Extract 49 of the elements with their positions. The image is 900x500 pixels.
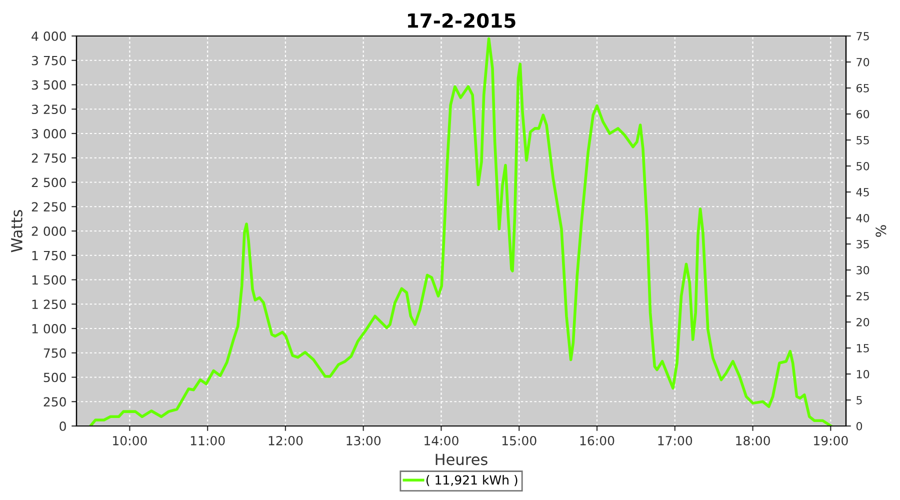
- x-tick-label: 17:00: [658, 436, 692, 446]
- y-tick-label: 2 500: [32, 178, 66, 188]
- y-tick-label: 1 500: [32, 275, 66, 285]
- x-tick-label: 11:00: [190, 436, 225, 446]
- x-tick-label: 19:00: [814, 436, 848, 446]
- y2-tick-label: 10: [856, 370, 870, 378]
- y-axis-title: Watts: [11, 210, 22, 252]
- y2-tick-label: 60: [856, 110, 870, 118]
- y-tick-label: 500: [44, 372, 66, 382]
- y-tick-label: 0: [60, 421, 66, 431]
- x-tick-label: 12:00: [268, 436, 303, 446]
- y-tick-label: 1 250: [32, 300, 66, 310]
- x-tick-label: 10:00: [113, 436, 147, 446]
- x-tick-label: 18:00: [736, 436, 770, 446]
- y-tick-label: 2 750: [32, 153, 66, 163]
- y2-tick-label: 75: [856, 32, 869, 40]
- y2-tick-label: 20: [856, 318, 870, 326]
- y2-tick-label: 40: [856, 214, 870, 222]
- y-tick-label: 3 250: [32, 104, 66, 114]
- y-tick-label: 3 500: [32, 80, 66, 90]
- y2-tick-label: 65: [856, 84, 869, 92]
- y2-tick-label: 25: [856, 292, 869, 300]
- x-tick-label: 15:00: [502, 436, 536, 446]
- y-tick-label: 750: [44, 348, 66, 358]
- y-tick-label: 1 000: [32, 324, 66, 334]
- chart-title: 17-2-2015: [408, 13, 516, 28]
- y-tick-label: 3 750: [32, 56, 66, 66]
- y-tick-label: 2 000: [32, 226, 66, 236]
- y-tick-label: 3 000: [32, 128, 66, 138]
- y-tick-label: 250: [44, 397, 66, 407]
- y-tick-label: 1 750: [32, 250, 66, 260]
- line-series: [89, 37, 832, 426]
- y2-tick-label: 5: [856, 396, 862, 404]
- x-tick-label: 13:00: [346, 436, 381, 446]
- y2-tick-label: 15: [856, 344, 869, 352]
- y2-tick-label: 0: [856, 422, 862, 430]
- y2-tick-label: 35: [856, 240, 869, 248]
- y-tick-label: 4 000: [32, 31, 66, 41]
- y2-tick-label: 70: [856, 58, 870, 66]
- y2-tick-label: 45: [856, 188, 869, 196]
- y2-tick-label: 30: [856, 266, 870, 274]
- x-tick-label: 14:00: [424, 436, 458, 446]
- x-axis-title: Heures: [436, 454, 488, 466]
- y2-tick-label: 50: [856, 162, 870, 170]
- y2-tick-label: 55: [856, 136, 869, 144]
- y-tick-label: 2 250: [32, 202, 66, 212]
- x-tick-label: 16:00: [580, 436, 614, 446]
- y2-axis-title: %: [876, 225, 886, 237]
- legend-label: ( 11,921 kWh ): [426, 475, 518, 486]
